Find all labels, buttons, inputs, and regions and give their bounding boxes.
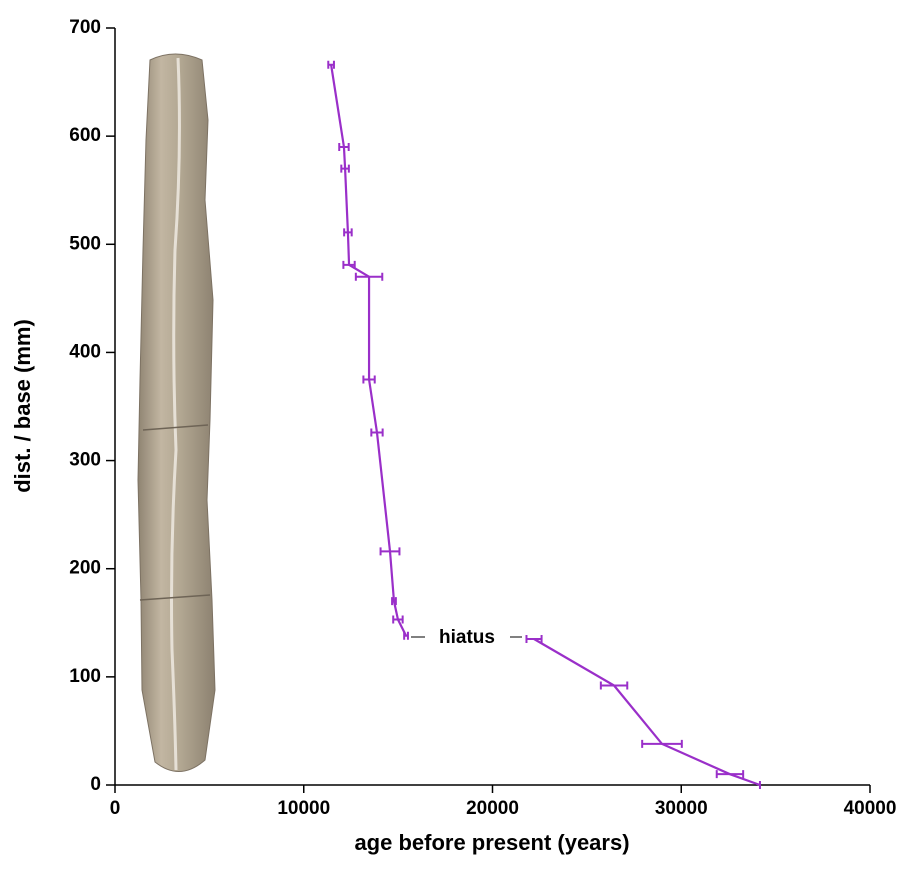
error-bar [641, 739, 683, 748]
y-tick-label: 100 [69, 666, 101, 687]
y-tick-label: 600 [69, 125, 101, 146]
y-tick-label: 0 [90, 774, 101, 795]
y-tick-label: 400 [69, 341, 101, 362]
error-bar [327, 60, 335, 69]
x-tick-label: 30000 [655, 798, 708, 819]
error-bar [525, 635, 543, 644]
error-bar [715, 770, 745, 779]
error-bar [599, 681, 629, 690]
stalagmite-photo [137, 53, 216, 772]
x-tick-label: 10000 [277, 798, 330, 819]
error-bar [354, 272, 384, 281]
x-axis-label: age before present (years) [354, 830, 629, 855]
error-bar [370, 428, 384, 437]
error-bar [362, 375, 376, 384]
y-tick-label: 700 [69, 17, 101, 38]
x-tick-label: 0 [110, 798, 121, 819]
error-bar [342, 260, 356, 269]
error-bar [338, 142, 350, 151]
x-tick-label: 40000 [844, 798, 897, 819]
error-bar [343, 228, 353, 237]
error-bar [379, 547, 401, 556]
error-bar [340, 164, 350, 173]
x-tick-label: 20000 [466, 798, 519, 819]
error-bar [391, 597, 397, 606]
error-bar [403, 631, 409, 640]
y-axis-label: dist. / base (mm) [10, 319, 35, 493]
error-bar [392, 615, 404, 624]
data-line [330, 64, 761, 787]
y-tick-label: 500 [69, 233, 101, 254]
annotation: hiatus [439, 627, 495, 648]
y-tick-label: 300 [69, 450, 101, 471]
y-tick-label: 200 [69, 558, 101, 579]
